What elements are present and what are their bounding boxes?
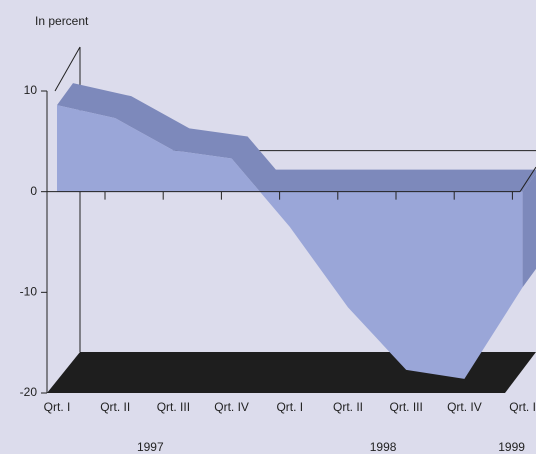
- area-side: [522, 173, 536, 288]
- y-tick-label: -20: [20, 385, 38, 399]
- x-tick-label: Qrt. IV: [447, 400, 482, 414]
- year-label: 1998: [370, 440, 397, 454]
- x-tick-label: Qrt. III: [157, 400, 190, 414]
- zero-diagonal: [519, 166, 536, 192]
- x-tick-label: Qrt. IV: [214, 400, 249, 414]
- axis-title: In percent: [35, 14, 89, 28]
- year-label: 1999: [498, 440, 525, 454]
- x-tick-label: Qrt. II: [333, 400, 363, 414]
- wall-diagonal: [54, 46, 81, 92]
- y-tick-label: -10: [20, 285, 38, 299]
- x-tick-label: Qrt. I: [509, 400, 536, 414]
- x-tick-label: Qrt. I: [44, 400, 71, 414]
- area-front: [57, 105, 523, 379]
- x-tick-label: Qrt. I: [276, 400, 303, 414]
- x-tick-label: Qrt. III: [390, 400, 423, 414]
- y-tick-label: 0: [30, 184, 37, 198]
- year-label: 1997: [137, 440, 164, 454]
- x-tick-label: Qrt. II: [100, 400, 130, 414]
- y-tick-label: 10: [24, 83, 38, 97]
- area-top: [57, 83, 536, 192]
